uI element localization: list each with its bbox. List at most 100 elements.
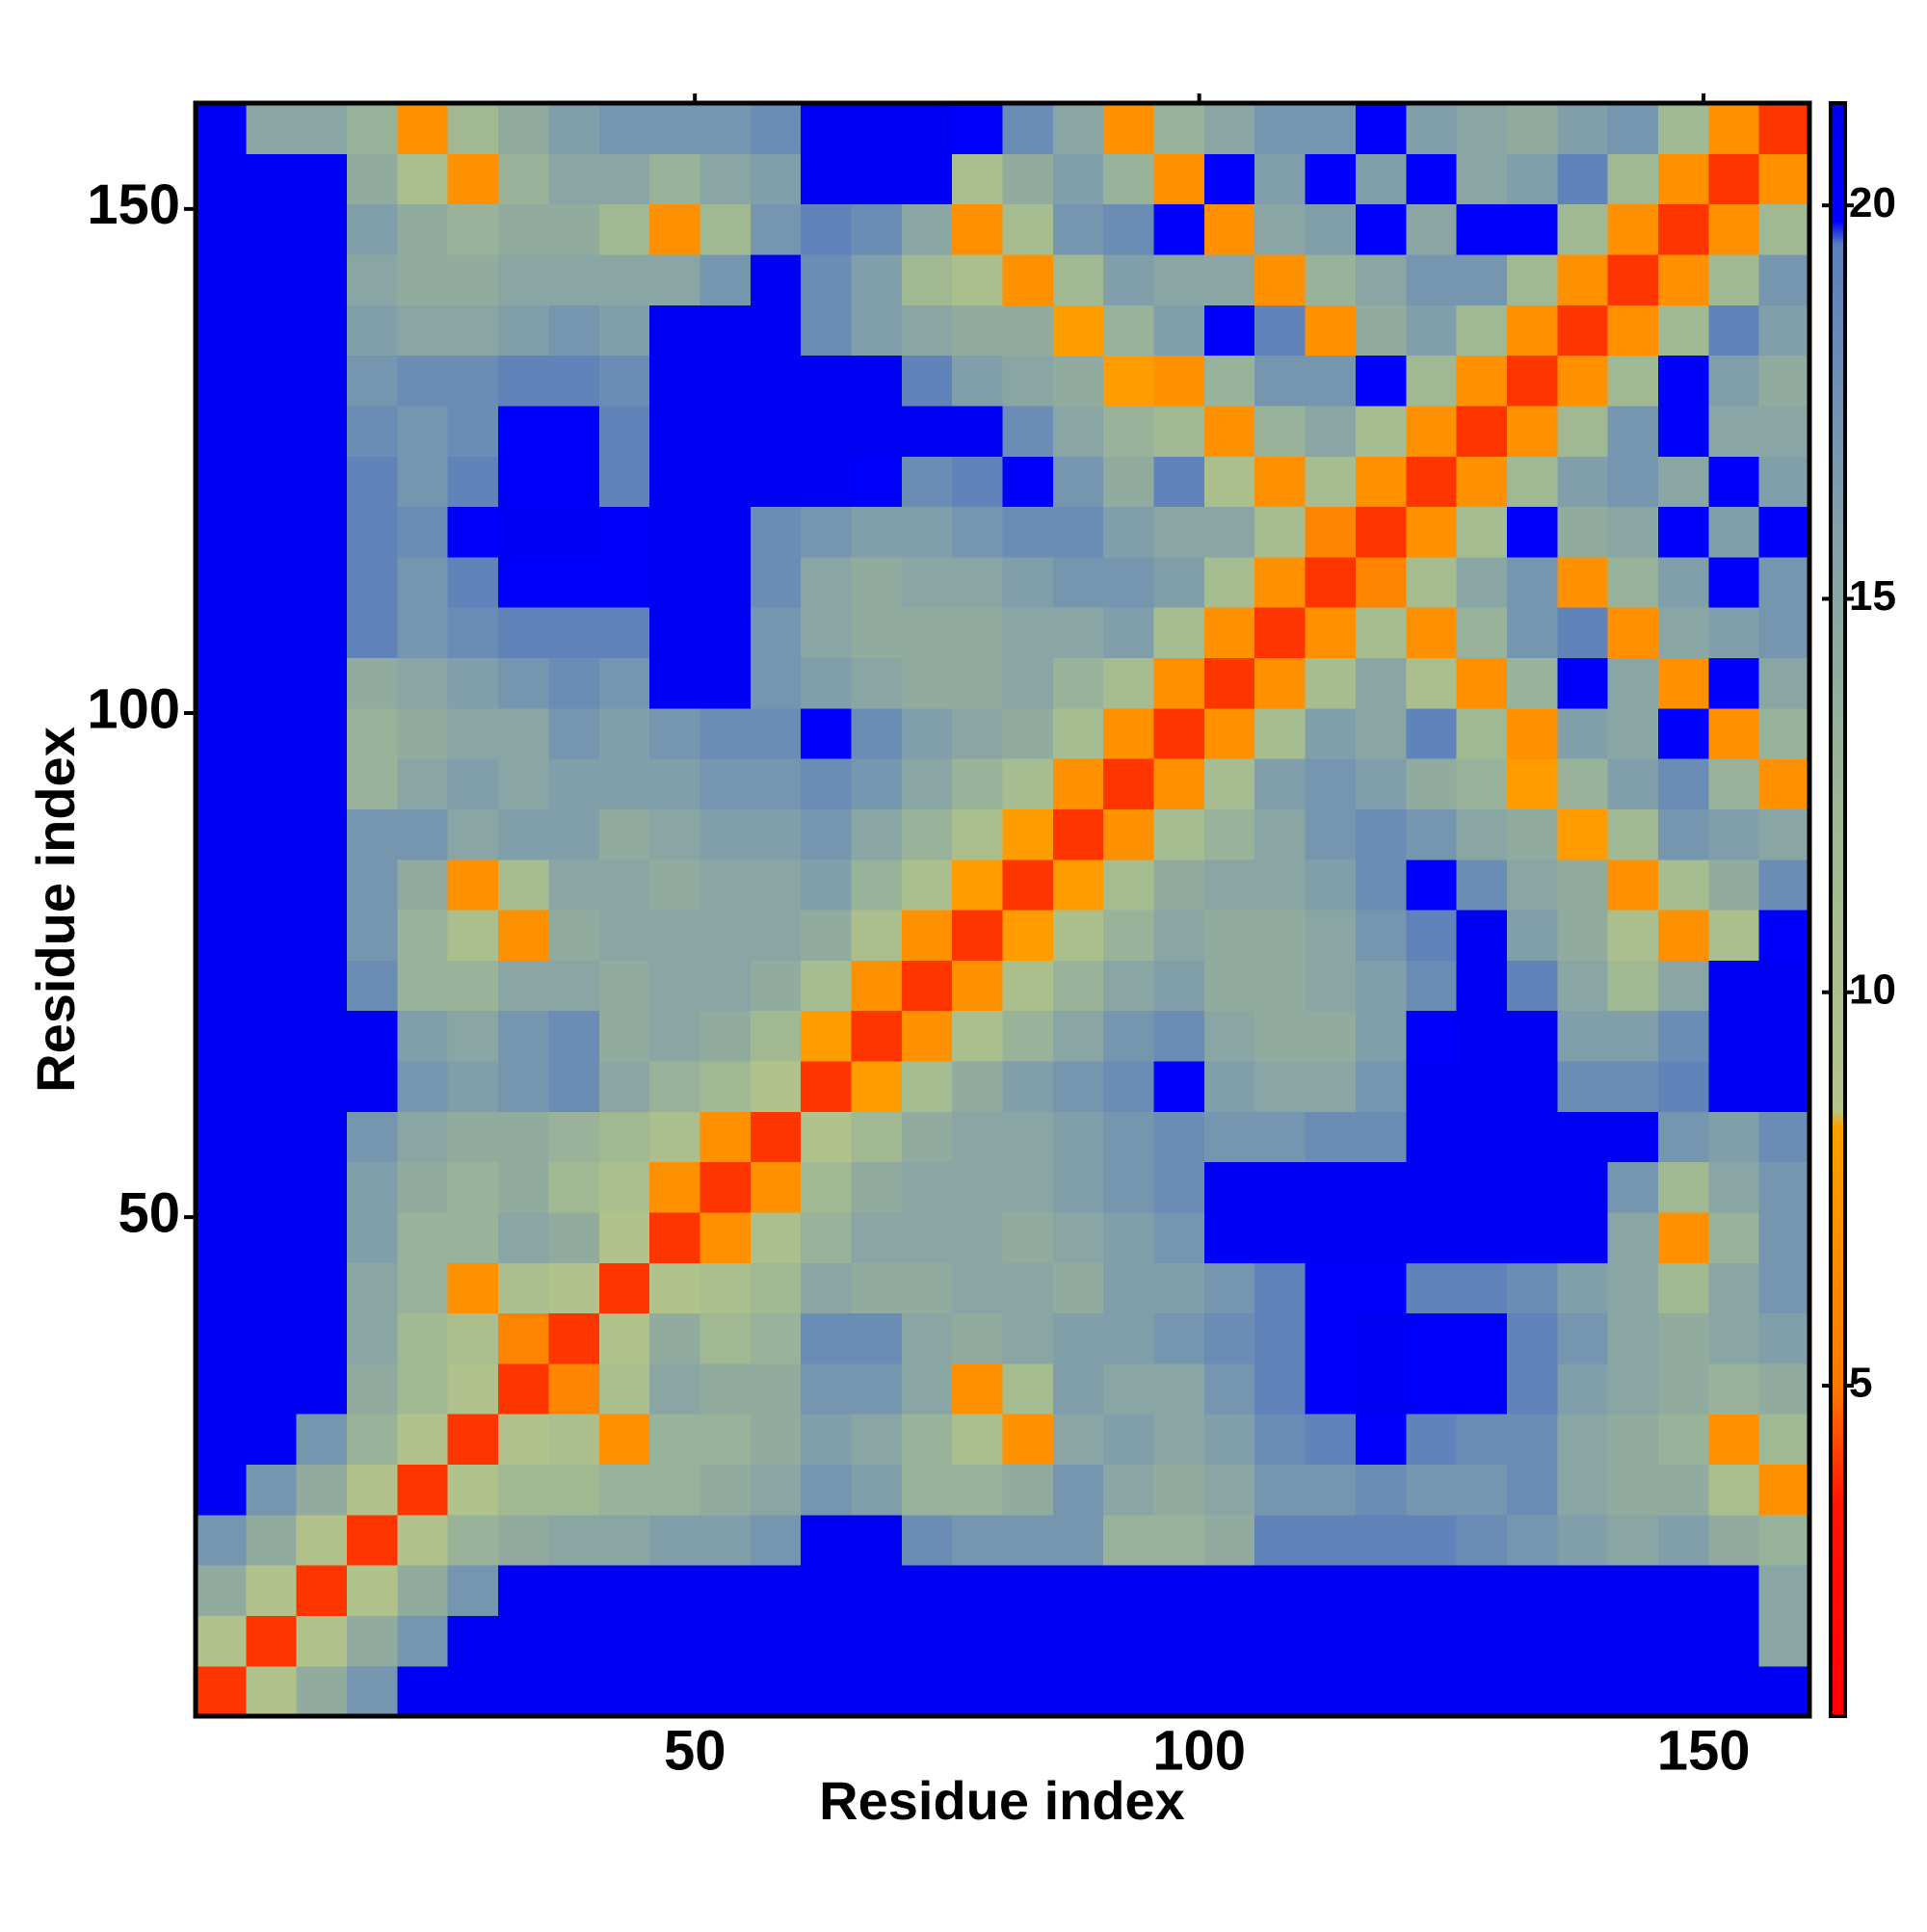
heatmap-cell — [1153, 153, 1205, 205]
heatmap-cell — [246, 1615, 298, 1667]
heatmap-cell — [1153, 1514, 1205, 1566]
heatmap-cell — [1506, 758, 1558, 809]
heatmap-cell — [1708, 707, 1760, 759]
heatmap-cell — [1708, 253, 1760, 305]
heatmap-cell — [1254, 405, 1307, 457]
heatmap-cell — [548, 1262, 600, 1314]
heatmap-cell — [700, 1111, 752, 1163]
heatmap-cell — [1708, 758, 1760, 809]
heatmap-cell — [447, 707, 499, 759]
heatmap-cell — [347, 758, 398, 809]
heatmap-cell — [1657, 1211, 1709, 1263]
heatmap-cell — [750, 1414, 802, 1466]
heatmap-cell — [700, 203, 752, 255]
heatmap-cell — [952, 758, 1004, 809]
heatmap-cell — [1456, 1312, 1508, 1364]
heatmap-cell — [1203, 153, 1255, 205]
heatmap-cell — [598, 556, 650, 608]
heatmap-cell — [901, 253, 953, 305]
colorbar-tick-label: 15 — [1849, 572, 1896, 620]
heatmap-cell — [246, 1060, 298, 1112]
heatmap-cell — [1758, 103, 1810, 154]
heatmap-cell — [1153, 355, 1205, 407]
heatmap-cell — [1708, 657, 1760, 709]
heatmap-cell — [901, 1111, 953, 1163]
heatmap-cell — [296, 1514, 348, 1566]
heatmap-cell — [548, 153, 600, 205]
heatmap-cell — [1456, 506, 1508, 558]
heatmap-cell — [196, 1665, 247, 1717]
x-tick-label: 150 — [1657, 1719, 1751, 1782]
heatmap-cell — [952, 1312, 1004, 1364]
heatmap-cell — [1052, 1211, 1104, 1263]
heatmap-cell — [649, 1565, 701, 1616]
heatmap-cell — [296, 1615, 348, 1667]
heatmap-cell — [750, 910, 802, 961]
heatmap-cell — [700, 103, 752, 154]
heatmap-cell — [1153, 1665, 1205, 1717]
heatmap-cell — [1758, 808, 1810, 860]
heatmap-cell — [801, 203, 853, 255]
heatmap-cell — [750, 1010, 802, 1062]
heatmap-cell — [347, 1060, 398, 1112]
heatmap-cell — [447, 153, 499, 205]
heatmap-cell — [750, 1665, 802, 1717]
heatmap-cell — [1406, 859, 1458, 911]
heatmap-cell — [851, 910, 903, 961]
heatmap-cell — [498, 1312, 550, 1364]
heatmap-cell — [246, 1464, 298, 1516]
heatmap-cell — [750, 1312, 802, 1364]
heatmap-cell — [700, 304, 752, 357]
heatmap-cell — [901, 707, 953, 759]
heatmap-cell — [1456, 304, 1508, 357]
heatmap-cell — [1305, 153, 1357, 205]
heatmap-cell — [649, 506, 701, 558]
heatmap-cell — [952, 1464, 1004, 1516]
heatmap-cell — [246, 1010, 298, 1062]
heatmap-cell — [1657, 808, 1709, 860]
heatmap-cell — [1557, 405, 1609, 457]
heatmap-cell — [1708, 153, 1760, 205]
heatmap-cell — [296, 960, 348, 1012]
heatmap-cell — [1103, 253, 1155, 305]
heatmap-cell — [1557, 103, 1609, 154]
heatmap-cell — [498, 1514, 550, 1566]
heatmap-cell — [1002, 1111, 1054, 1163]
heatmap-cell — [1657, 1514, 1709, 1566]
heatmap-cell — [801, 103, 853, 154]
heatmap-cell — [246, 1111, 298, 1163]
heatmap-cell — [598, 1414, 650, 1466]
heatmap-cell — [1254, 355, 1307, 407]
heatmap-cell — [1506, 103, 1558, 154]
heatmap-cell — [1607, 1414, 1659, 1466]
heatmap-cell — [1254, 1211, 1307, 1263]
heatmap-cell — [1203, 456, 1255, 508]
heatmap-cell — [901, 103, 953, 154]
heatmap-cell — [1203, 203, 1255, 255]
heatmap-cell — [1607, 1211, 1659, 1263]
heatmap-cell — [296, 657, 348, 709]
heatmap-cell — [1506, 859, 1558, 911]
heatmap-cell — [1254, 1060, 1307, 1112]
heatmap-cell — [1254, 607, 1307, 659]
heatmap-cell — [1103, 1312, 1155, 1364]
heatmap-cell — [1657, 960, 1709, 1012]
heatmap-cell — [1052, 960, 1104, 1012]
heatmap-cell — [397, 607, 449, 659]
heatmap-cell — [1305, 607, 1357, 659]
heatmap-cell — [196, 859, 247, 911]
heatmap-cell — [1456, 808, 1508, 860]
heatmap-cell — [1406, 1665, 1458, 1717]
heatmap-cell — [1406, 1615, 1458, 1667]
heatmap-cell — [447, 1111, 499, 1163]
heatmap-cell — [196, 960, 247, 1012]
heatmap-cell — [1506, 405, 1558, 457]
heatmap-cell — [347, 1565, 398, 1616]
heatmap-cell — [649, 1211, 701, 1263]
heatmap-cell — [851, 1060, 903, 1112]
heatmap-cell — [1305, 1211, 1357, 1263]
heatmap-cell — [700, 1010, 752, 1062]
heatmap-cell — [1557, 1211, 1609, 1263]
heatmap-cell — [851, 1565, 903, 1616]
heatmap-cell — [246, 456, 298, 508]
